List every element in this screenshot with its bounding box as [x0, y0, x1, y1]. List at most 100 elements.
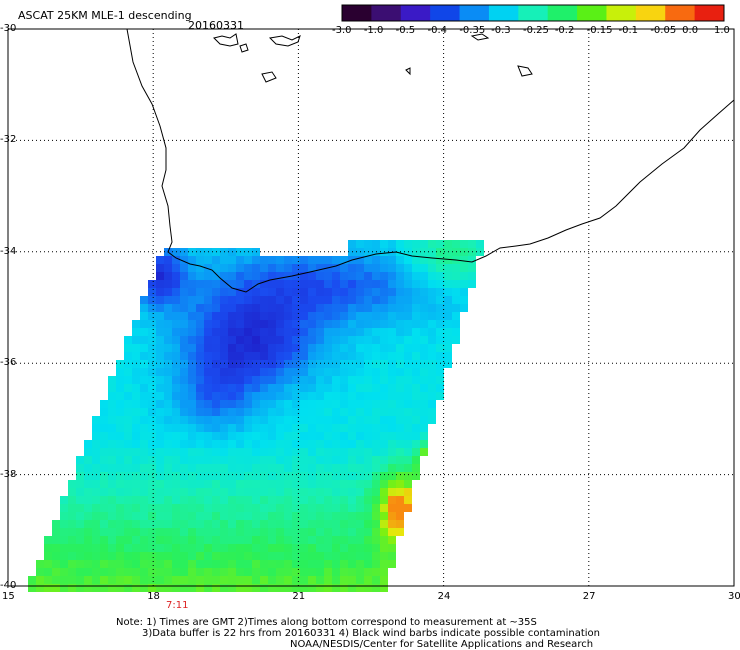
swath-cell	[76, 536, 84, 544]
swath-cell	[396, 344, 404, 352]
swath-cell	[380, 584, 388, 592]
swath-cell	[268, 384, 276, 392]
island-outline	[213, 33, 239, 47]
swath-cell	[244, 360, 252, 368]
swath-cell	[140, 552, 148, 560]
colorbar-label: 0.0	[682, 25, 699, 36]
swath-cell	[76, 480, 84, 488]
swath-cell	[356, 368, 364, 376]
swath-cell	[364, 280, 372, 288]
swath-cell	[188, 336, 196, 344]
swath-cell	[356, 360, 364, 368]
swath-cell	[348, 488, 356, 496]
swath-cell	[308, 568, 316, 576]
swath-cell	[276, 440, 284, 448]
swath-cell	[244, 504, 252, 512]
swath-cell	[260, 320, 268, 328]
island-outline	[261, 71, 277, 83]
swath-cell	[348, 272, 356, 280]
swath-cell	[228, 528, 236, 536]
swath-cell	[180, 352, 188, 360]
swath-cell	[300, 400, 308, 408]
swath-cell	[268, 472, 276, 480]
swath-cell	[348, 560, 356, 568]
swath-cell	[364, 448, 372, 456]
swath-cell	[68, 576, 76, 584]
swath-cell	[180, 392, 188, 400]
swath-cell	[172, 464, 180, 472]
swath-cell	[212, 448, 220, 456]
swath-cell	[412, 440, 420, 448]
swath-cell	[276, 448, 284, 456]
swath-cell	[140, 464, 148, 472]
swath-cell	[404, 416, 412, 424]
swath-cell	[140, 416, 148, 424]
swath-cell	[228, 320, 236, 328]
swath-cell	[404, 400, 412, 408]
swath-cell	[244, 520, 252, 528]
swath-cell	[420, 320, 428, 328]
swath-cell	[44, 584, 52, 592]
swath-cell	[204, 568, 212, 576]
swath-cell	[124, 440, 132, 448]
swath-cell	[60, 560, 68, 568]
swath-cell	[388, 504, 396, 512]
swath-cell	[412, 424, 420, 432]
swath-cell	[436, 296, 444, 304]
swath-cell	[188, 424, 196, 432]
swath-cell	[404, 344, 412, 352]
swath-cell	[108, 456, 116, 464]
swath-cell	[228, 400, 236, 408]
swath-cell	[124, 536, 132, 544]
swath-cell	[356, 400, 364, 408]
swath-cell	[156, 320, 164, 328]
swath-cell	[204, 320, 212, 328]
swath-cell	[108, 584, 116, 592]
swath-cell	[324, 256, 332, 264]
swath-cell	[452, 328, 460, 336]
swath-cell	[252, 392, 260, 400]
swath-cell	[364, 400, 372, 408]
swath-cell	[292, 272, 300, 280]
swath-cell	[316, 280, 324, 288]
swath-cell	[292, 456, 300, 464]
swath-cell	[300, 472, 308, 480]
swath-cell	[388, 304, 396, 312]
swath-cell	[188, 280, 196, 288]
swath-cell	[100, 528, 108, 536]
swath-cell	[172, 544, 180, 552]
swath-cell	[340, 296, 348, 304]
swath-cell	[220, 464, 228, 472]
swath-cell	[388, 368, 396, 376]
swath-cell	[180, 424, 188, 432]
swath-cell	[172, 312, 180, 320]
swath-cell	[404, 384, 412, 392]
swath-cell	[300, 520, 308, 528]
swath-cell	[404, 264, 412, 272]
swath-cell	[380, 552, 388, 560]
swath-cell	[204, 536, 212, 544]
swath-cell	[236, 344, 244, 352]
swath-cell	[172, 536, 180, 544]
swath-cell	[212, 344, 220, 352]
swath-cell	[332, 288, 340, 296]
swath-cell	[372, 536, 380, 544]
swath-cell	[460, 240, 468, 248]
swath-cell	[68, 512, 76, 520]
swath-cell	[180, 280, 188, 288]
swath-cell	[348, 240, 356, 248]
swath-cell	[396, 240, 404, 248]
swath-cell	[260, 536, 268, 544]
swath-cell	[156, 464, 164, 472]
swath-cell	[116, 520, 124, 528]
swath-cell	[180, 464, 188, 472]
swath-cell	[300, 544, 308, 552]
swath-cell	[140, 336, 148, 344]
swath-cell	[164, 440, 172, 448]
swath-cell	[372, 384, 380, 392]
swath-cell	[316, 352, 324, 360]
swath-cell	[228, 424, 236, 432]
swath-cell	[260, 368, 268, 376]
swath-cell	[396, 360, 404, 368]
swath-cell	[372, 360, 380, 368]
